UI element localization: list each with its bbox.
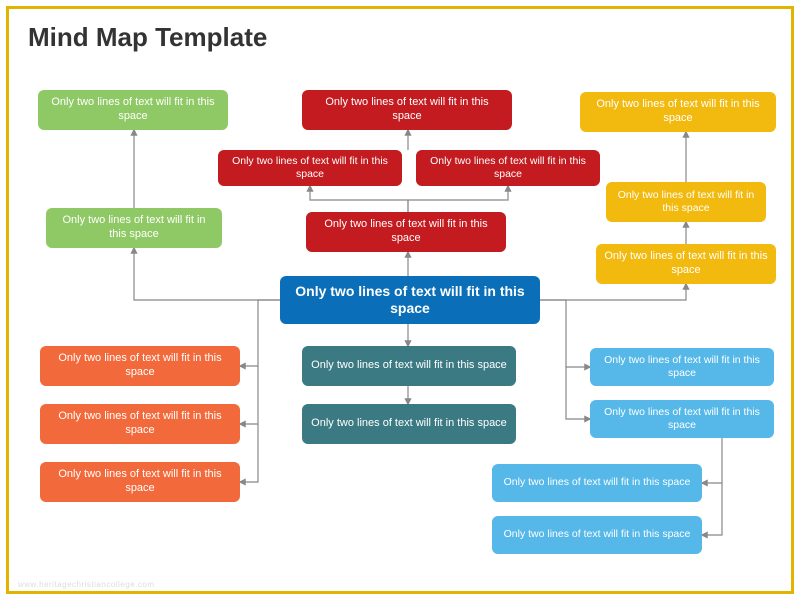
node-red-top: Only two lines of text will fit in this …: [302, 90, 512, 130]
node-green-mid: Only two lines of text will fit in this …: [46, 208, 222, 248]
node-red-mid: Only two lines of text will fit in this …: [306, 212, 506, 252]
node-center: Only two lines of text will fit in this …: [280, 276, 540, 324]
node-yellow-mid: Only two lines of text will fit in this …: [606, 182, 766, 222]
node-sky-3: Only two lines of text will fit in this …: [492, 464, 702, 502]
node-yellow-top: Only two lines of text will fit in this …: [580, 92, 776, 132]
node-sky-2: Only two lines of text will fit in this …: [590, 400, 774, 438]
node-yellow-low: Only two lines of text will fit in this …: [596, 244, 776, 284]
node-sky-4: Only two lines of text will fit in this …: [492, 516, 702, 554]
node-red-right: Only two lines of text will fit in this …: [416, 150, 600, 186]
node-red-left: Only two lines of text will fit in this …: [218, 150, 402, 186]
node-orange-3: Only two lines of text will fit in this …: [40, 462, 240, 502]
node-sky-1: Only two lines of text will fit in this …: [590, 348, 774, 386]
page-title: Mind Map Template: [28, 22, 267, 53]
node-teal-2: Only two lines of text will fit in this …: [302, 404, 516, 444]
node-green-top: Only two lines of text will fit in this …: [38, 90, 228, 130]
node-teal-1: Only two lines of text will fit in this …: [302, 346, 516, 386]
node-orange-1: Only two lines of text will fit in this …: [40, 346, 240, 386]
watermark-text: www.heritagechristiancollege.com: [18, 580, 155, 589]
node-orange-2: Only two lines of text will fit in this …: [40, 404, 240, 444]
